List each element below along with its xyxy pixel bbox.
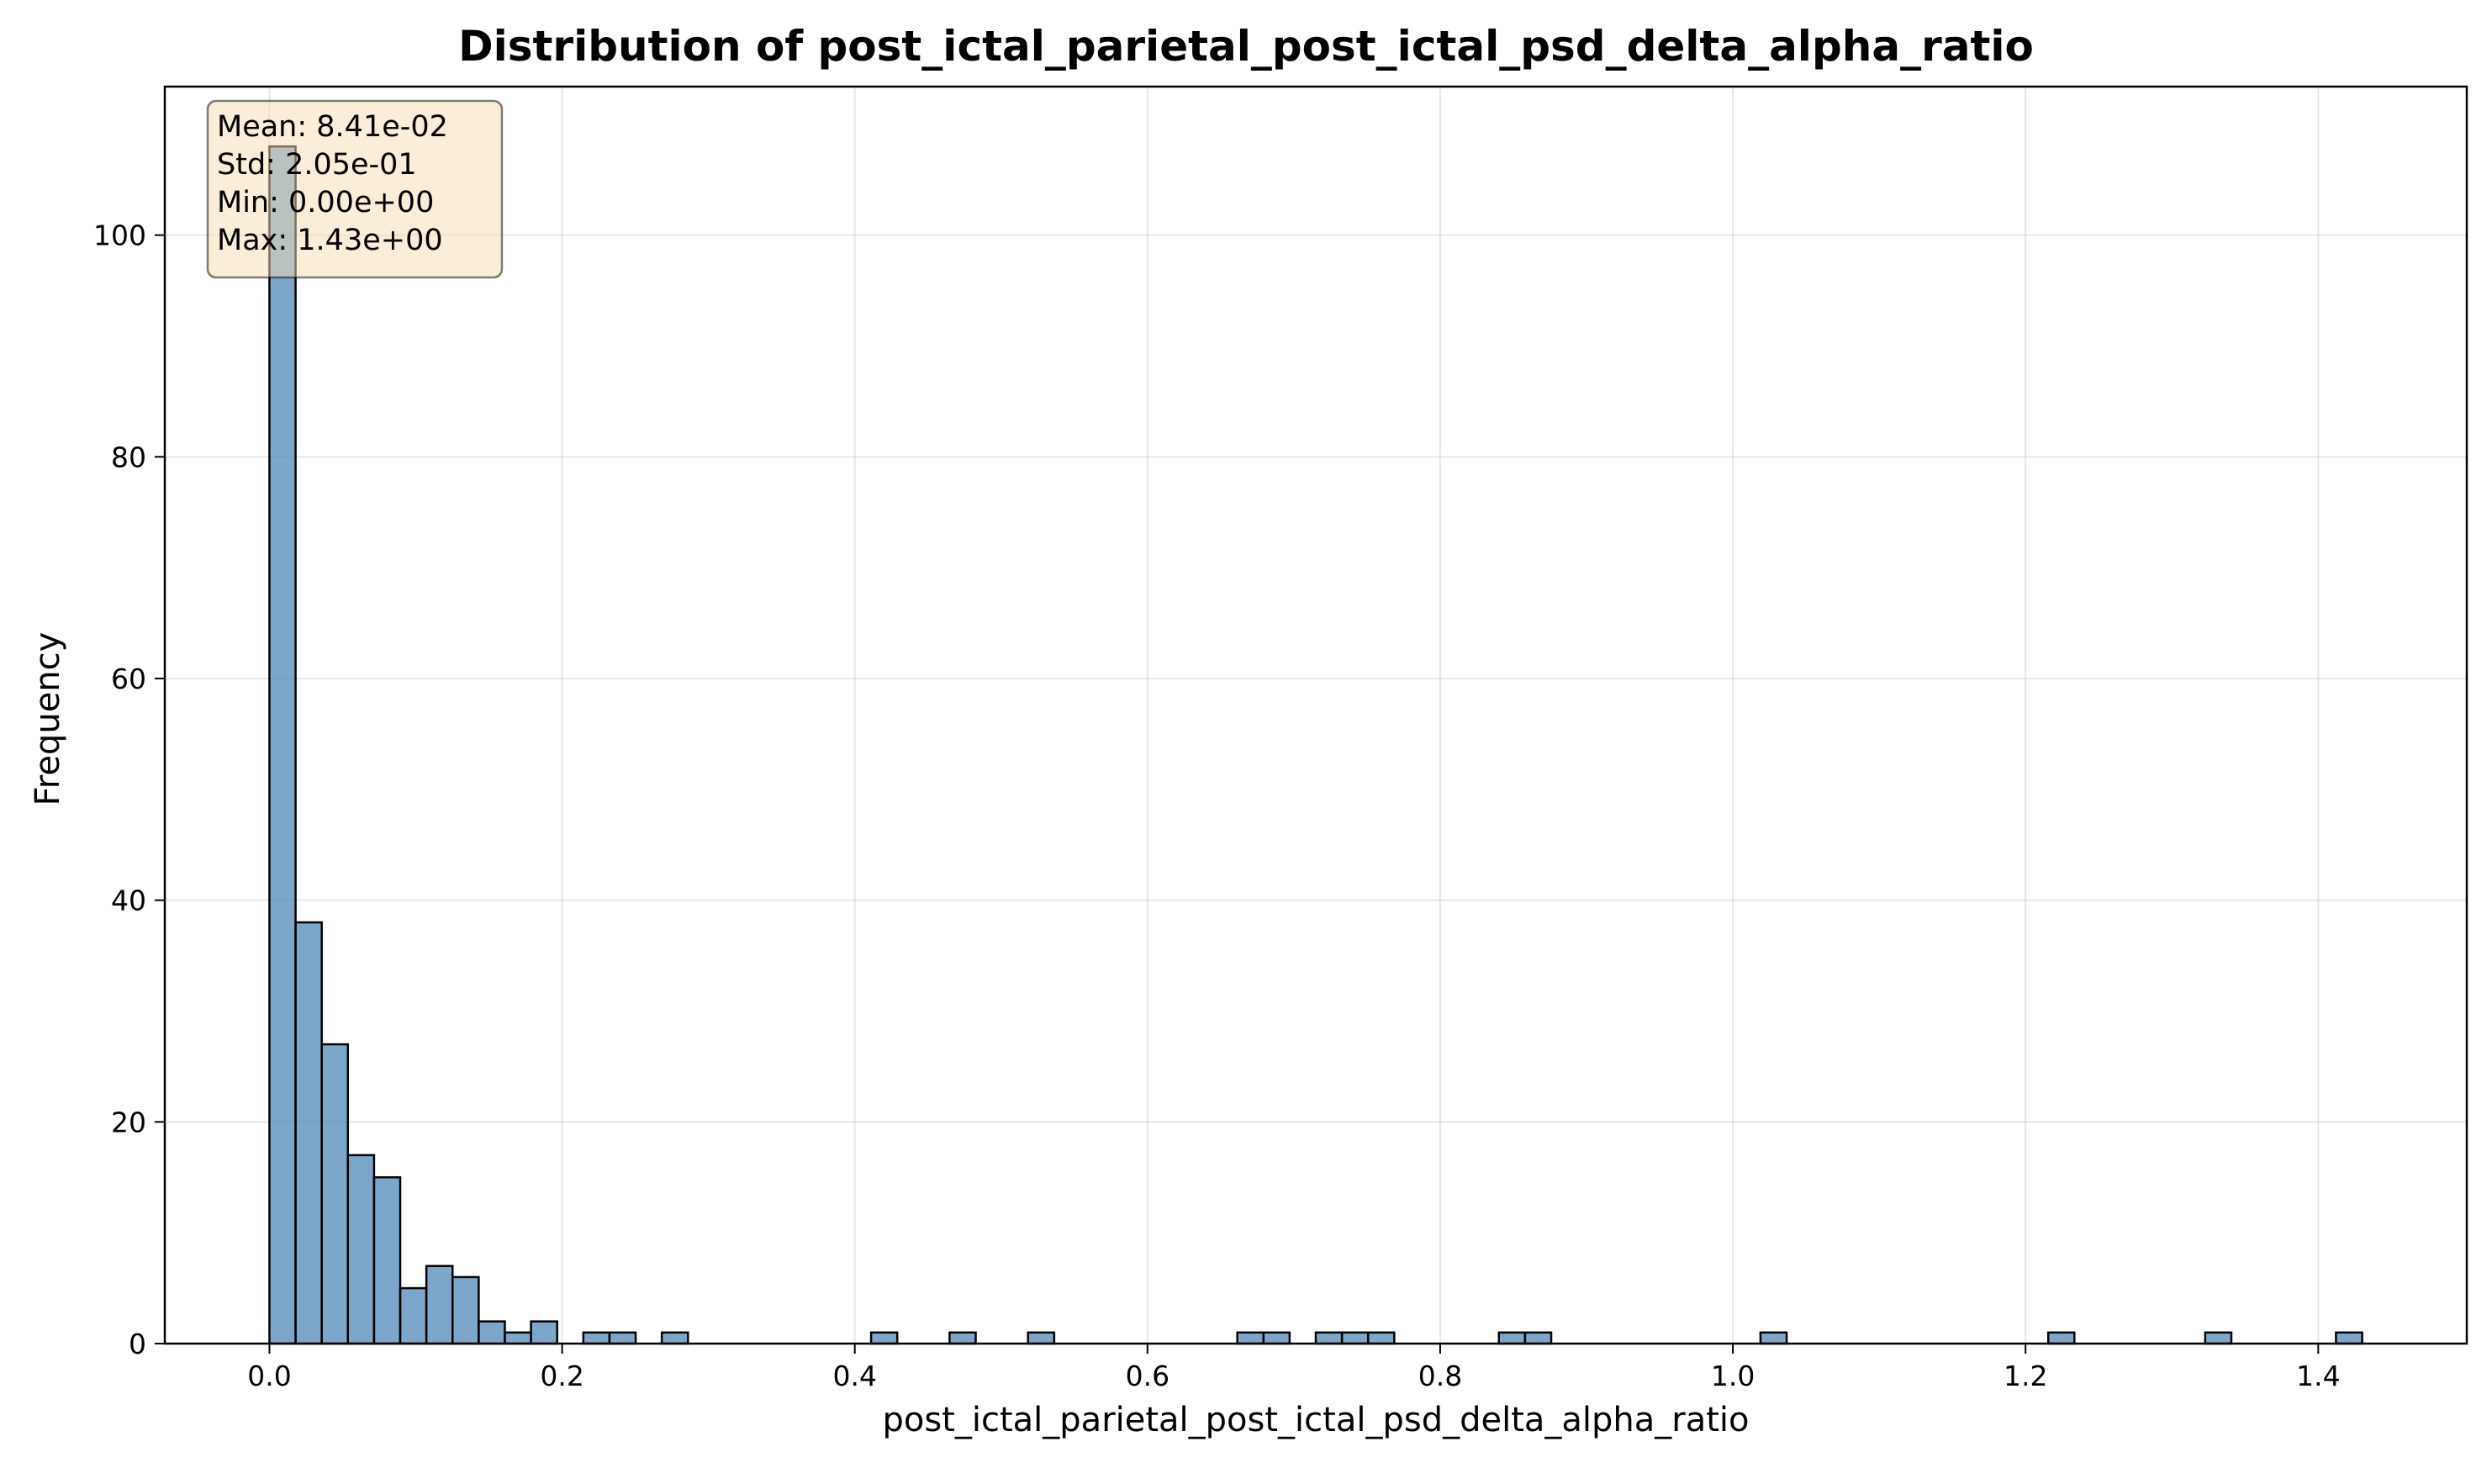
- histogram-bar: [2335, 1331, 2363, 1345]
- histogram-bar: [451, 1275, 480, 1345]
- histogram-bar: [1523, 1331, 1553, 1345]
- histogram-bar: [1262, 1331, 1291, 1345]
- histogram-bar: [2204, 1331, 2233, 1345]
- histogram-bar: [660, 1331, 689, 1345]
- x-axis-label: post_ictal_parietal_post_ictal_psd_delta…: [882, 1401, 1749, 1439]
- y-tick-label: 40: [111, 885, 146, 917]
- histogram-bar: [1497, 1331, 1527, 1345]
- y-tick-label: 100: [93, 219, 146, 252]
- histogram-bar: [478, 1320, 506, 1345]
- histogram-bar: [582, 1331, 611, 1345]
- x-tick-label: 1.2: [2004, 1360, 2047, 1392]
- histogram-bar: [268, 145, 297, 1345]
- y-axis-label: Frequency: [29, 632, 67, 806]
- x-tick-label: 1.0: [1711, 1360, 1755, 1392]
- histogram-bar: [1027, 1331, 1056, 1345]
- grid-lines: [165, 87, 2467, 1344]
- histogram-bar: [320, 1043, 350, 1345]
- y-tick-label: 60: [111, 663, 146, 695]
- histogram-bars: [268, 145, 2363, 1345]
- histogram-bar: [1314, 1331, 1344, 1345]
- y-tick-label: 80: [111, 441, 146, 473]
- x-tick-label: 0.4: [832, 1360, 876, 1392]
- stat-max: Max: 1.43e+00: [217, 224, 443, 257]
- histogram-bar: [1759, 1331, 1788, 1345]
- histogram-bar: [2046, 1331, 2076, 1345]
- x-tick-label: 0.2: [540, 1360, 583, 1392]
- chart-title: Distribution of post_ictal_parietal_post…: [458, 22, 2034, 71]
- x-tick-label: 0.6: [1126, 1360, 1169, 1392]
- histogram-bar: [1340, 1331, 1370, 1345]
- y-axis-ticks: 0 20 40 60 80 100: [93, 219, 165, 1360]
- histogram-bar: [399, 1286, 428, 1345]
- x-axis-ticks: 0.0 0.2 0.4 0.6 0.8 1.0 1.2 1.4: [247, 1344, 2341, 1392]
- x-tick-label: 1.4: [2296, 1360, 2340, 1392]
- stats-box: Mean: 8.41e-02 Std: 2.05e-01 Min: 0.00e+…: [206, 99, 504, 279]
- histogram-bar: [608, 1331, 637, 1345]
- y-tick-label: 0: [129, 1328, 146, 1360]
- histogram-bar: [869, 1331, 899, 1345]
- histogram-bar: [530, 1320, 558, 1345]
- histogram-bar: [425, 1265, 454, 1345]
- x-tick-label: 0.0: [247, 1360, 291, 1392]
- histogram-bar: [294, 921, 323, 1345]
- histogram-bar: [372, 1175, 402, 1345]
- histogram-bar: [1236, 1331, 1265, 1345]
- histogram-bar: [346, 1154, 376, 1345]
- histogram-bar: [504, 1331, 532, 1345]
- stat-mean: Mean: 8.41e-02: [217, 110, 448, 144]
- y-tick-label: 20: [111, 1106, 146, 1138]
- stat-min: Min: 0.00e+00: [217, 186, 434, 219]
- stat-std: Std: 2.05e-01: [217, 148, 417, 182]
- stats-box-background: [206, 99, 504, 279]
- x-tick-label: 0.8: [1418, 1360, 1462, 1392]
- histogram-bar: [948, 1331, 977, 1345]
- plot-frame: [163, 85, 2468, 1345]
- histogram-bar: [1366, 1331, 1396, 1345]
